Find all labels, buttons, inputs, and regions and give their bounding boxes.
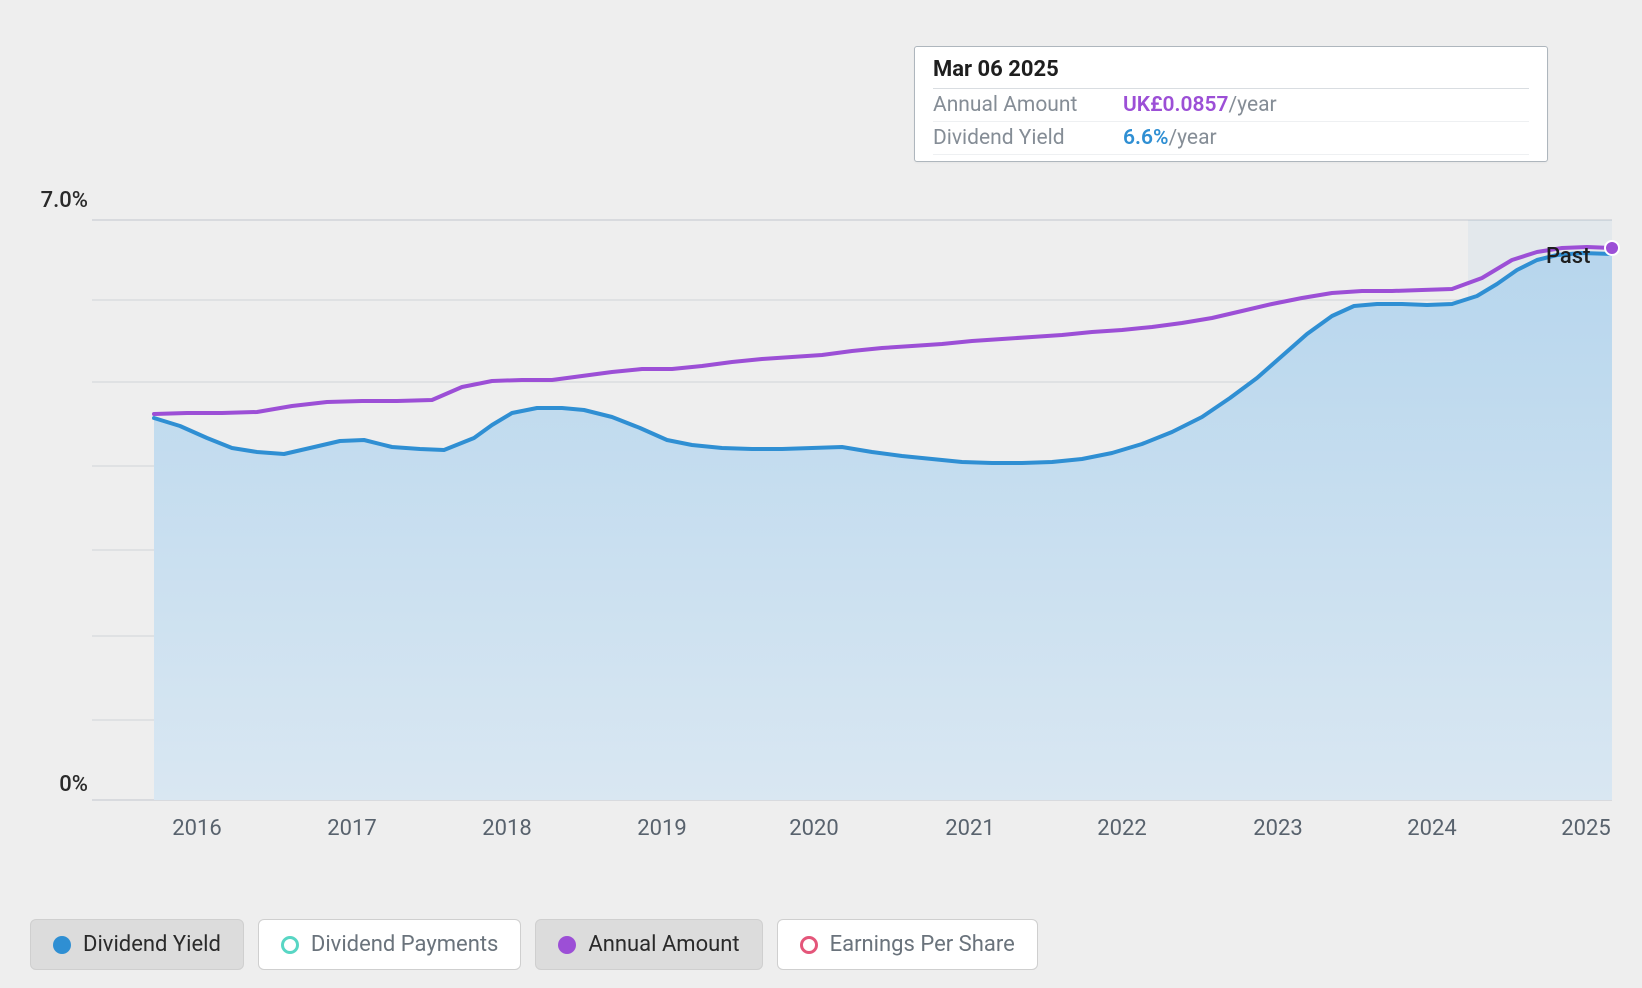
legend-label: Annual Amount (588, 932, 739, 957)
past-label: Past (1546, 244, 1590, 269)
tooltip-row-unit: /year (1168, 126, 1216, 150)
tooltip-row: Annual AmountUK£0.0857/year (933, 89, 1529, 122)
legend-swatch (800, 936, 818, 954)
legend-item[interactable]: Annual Amount (535, 919, 762, 970)
yaxis-label-bottom: 0% (30, 772, 88, 797)
legend-swatch (281, 936, 299, 954)
xaxis-label: 2018 (482, 816, 531, 841)
tooltip-row-label: Annual Amount (933, 93, 1123, 117)
xaxis-label: 2024 (1407, 816, 1456, 841)
xaxis-label: 2017 (327, 816, 376, 841)
legend-item[interactable]: Earnings Per Share (777, 919, 1038, 970)
legend-item[interactable]: Dividend Payments (258, 919, 522, 970)
tooltip-row-unit: /year (1228, 93, 1276, 117)
legend-label: Earnings Per Share (830, 932, 1015, 957)
chart-tooltip: Mar 06 2025 Annual AmountUK£0.0857/yearD… (914, 46, 1548, 162)
xaxis-label: 2016 (172, 816, 221, 841)
tooltip-row-value: 6.6% (1123, 126, 1168, 150)
legend-label: Dividend Payments (311, 932, 499, 957)
xaxis-label: 2019 (637, 816, 686, 841)
xaxis-label: 2022 (1097, 816, 1146, 841)
yaxis-label-top: 7.0% (30, 188, 88, 213)
chart-legend: Dividend Yield Dividend Payments Annual Am… (30, 919, 1038, 970)
legend-label: Dividend Yield (83, 932, 221, 957)
tooltip-row-label: Dividend Yield (933, 126, 1123, 150)
xaxis-label: 2020 (789, 816, 838, 841)
xaxis-label: 2025 (1561, 816, 1610, 841)
legend-item[interactable]: Dividend Yield (30, 919, 244, 970)
xaxis-label: 2021 (945, 816, 994, 841)
dividend-yield-area (154, 253, 1612, 800)
tooltip-row-value: UK£0.0857 (1123, 93, 1228, 117)
annual-amount-end-marker (1605, 241, 1619, 255)
legend-swatch (558, 936, 576, 954)
legend-swatch (53, 936, 71, 954)
dividend-chart: 7.0% 0% 2016 2017 2018 2019 2020 2021 2022 2023… (30, 20, 1612, 890)
tooltip-date: Mar 06 2025 (933, 57, 1529, 89)
tooltip-row: Dividend Yield6.6%/year (933, 122, 1529, 155)
xaxis-label: 2023 (1253, 816, 1302, 841)
